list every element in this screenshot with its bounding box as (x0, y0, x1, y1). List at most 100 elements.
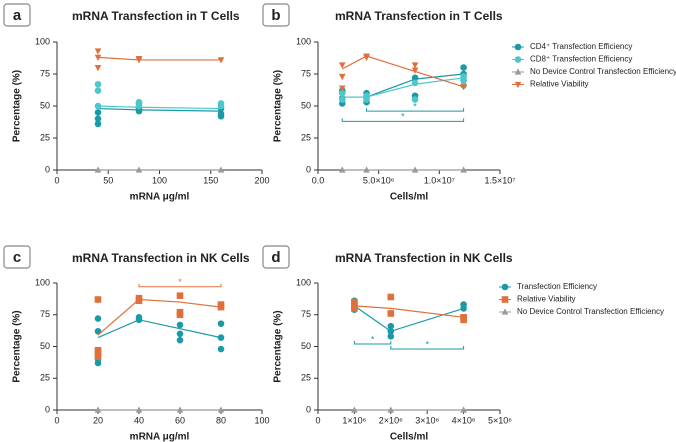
mean-line (97, 105, 222, 110)
y-tick-label: 100 (35, 36, 50, 46)
y-tick-label: 25 (40, 132, 50, 142)
data-point (176, 292, 184, 299)
chart-title: mRNA Transfection in T Cells (72, 9, 240, 23)
x-tick-label: 80 (216, 415, 226, 425)
y-tick-label: 100 (296, 277, 311, 287)
data-point (94, 115, 102, 123)
mean-line (341, 55, 464, 88)
legend-marker (514, 43, 522, 51)
data-point (135, 166, 143, 173)
mean-line (342, 73, 464, 98)
data-point (135, 57, 143, 64)
legend-marker (501, 296, 509, 303)
y-tick-label: 75 (301, 68, 311, 78)
x-tick-label: 4×10⁶ (452, 415, 476, 425)
x-tick-label: 100 (254, 415, 269, 425)
data-point (351, 406, 358, 413)
y-tick-label: 50 (301, 100, 311, 110)
x-tick-label: 200 (254, 175, 269, 185)
panel-label-box (3, 245, 31, 269)
data-point (135, 297, 143, 305)
x-tick-label: 1×10⁶ (342, 415, 366, 425)
significance-star: * (425, 339, 429, 349)
mean-line (342, 77, 464, 98)
x-axis-label: Cells/ml (390, 432, 429, 442)
panel-label: c (13, 249, 21, 266)
data-point (176, 311, 184, 319)
data-point (387, 322, 395, 330)
y-tick-label: 25 (40, 373, 50, 383)
x-tick-label: 1.0×10⁷ (424, 175, 455, 185)
legend-label: Relative Viability (517, 295, 576, 304)
legend-marker (514, 68, 522, 75)
x-tick-label: 60 (175, 415, 185, 425)
y-tick-label: 75 (301, 309, 311, 319)
data-point (94, 296, 102, 303)
x-tick-label: 0 (54, 175, 59, 185)
x-tick-label: 5.0×10⁶ (363, 175, 395, 185)
data-point (135, 107, 143, 115)
data-point (94, 48, 102, 55)
x-tick-label: 0.0 (312, 175, 325, 185)
legend-label: Relative Viability (530, 80, 589, 89)
mean-line (97, 56, 221, 61)
significance-bracket (138, 283, 222, 288)
y-tick-label: 0 (306, 404, 311, 414)
y-tick-label: 50 (301, 341, 311, 351)
data-point (176, 330, 184, 338)
data-point (217, 334, 225, 341)
x-axis-label: mRNA μg/ml (130, 432, 190, 442)
panel-label: b (271, 7, 280, 24)
data-point (387, 293, 395, 301)
y-tick-label: 50 (40, 341, 50, 351)
data-point (351, 298, 358, 306)
panel-label: d (271, 249, 280, 266)
data-point (217, 303, 225, 311)
data-point (94, 349, 102, 357)
data-point (94, 406, 102, 413)
data-point (338, 73, 346, 81)
significance-star: * (371, 334, 375, 344)
y-tick-label: 25 (301, 373, 311, 383)
data-point (460, 77, 467, 84)
data-point (411, 96, 419, 103)
panel-label-box (262, 3, 290, 27)
y-tick-label: 25 (301, 132, 311, 142)
data-point (351, 305, 358, 312)
data-point (411, 62, 419, 69)
data-point (217, 112, 225, 120)
data-point (135, 406, 143, 413)
data-point (94, 120, 102, 128)
data-point (176, 406, 184, 413)
data-point (217, 345, 225, 353)
y-axis-label: Percentage (%) (273, 310, 284, 382)
data-point (387, 406, 395, 413)
data-point (217, 406, 225, 413)
significance-star: * (401, 112, 405, 122)
mean-line (97, 298, 222, 336)
legend-label: CD8⁺ Transfection Efficiency (530, 55, 632, 64)
data-point (94, 109, 102, 116)
y-tick-label: 100 (296, 36, 311, 46)
data-point (94, 64, 102, 72)
data-point (94, 87, 102, 94)
data-point (460, 316, 467, 324)
chart-title: mRNA Transfection in T Cells (335, 9, 503, 23)
legend-marker (514, 81, 522, 89)
data-point (411, 67, 419, 74)
y-axis-label: Percentage (%) (12, 70, 23, 142)
x-tick-label: 100 (152, 175, 167, 185)
data-point (411, 166, 419, 173)
data-point (338, 85, 346, 92)
data-point (460, 305, 467, 312)
panel-label-box (3, 3, 31, 27)
data-point (217, 57, 225, 64)
data-point (363, 53, 370, 60)
y-axis-label: Percentage (%) (12, 310, 23, 382)
x-axis-label: mRNA μg/ml (130, 192, 190, 203)
data-point (338, 62, 346, 69)
data-point (363, 166, 370, 173)
significance-bracket (366, 108, 465, 112)
mean-line (97, 107, 222, 112)
significance-bracket (390, 346, 465, 350)
